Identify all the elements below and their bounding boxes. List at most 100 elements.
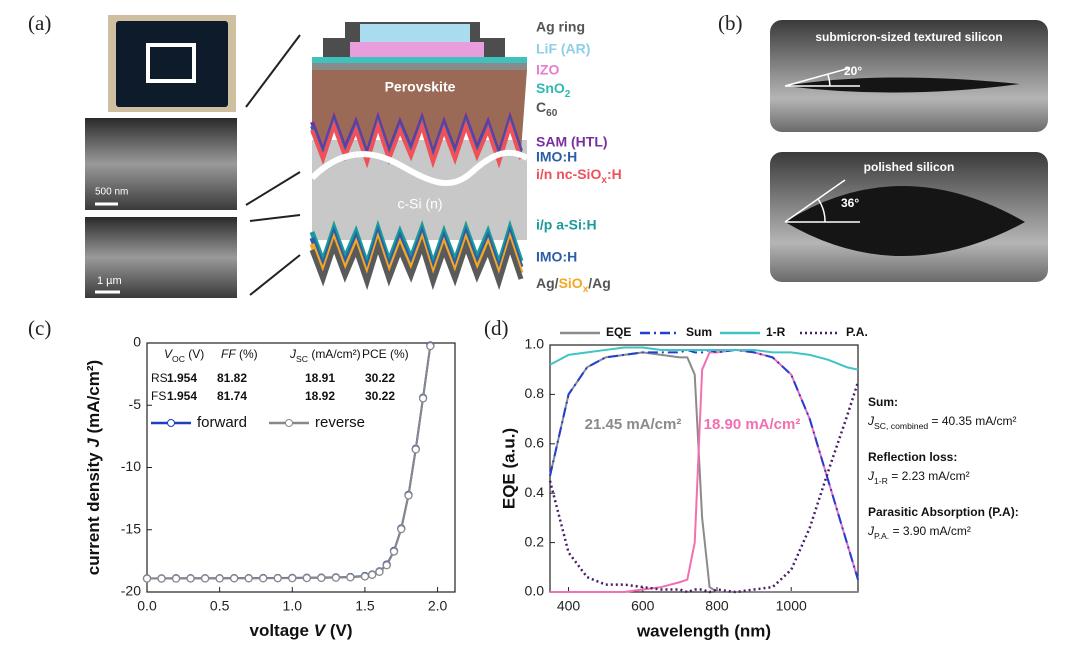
text-part: J [867,524,875,538]
layer-label: IMO:H [536,249,577,265]
table-cell: 1.954 [167,389,197,403]
note-heading: Parasitic Absorption (P.A): [868,505,1019,519]
contact-angle: 20° [844,64,862,78]
data-point [157,574,166,583]
data-point [244,574,253,583]
text-part: J [289,347,297,361]
text-part: (V) [325,621,352,640]
legend-label: reverse [315,414,365,431]
text-part: J [84,438,103,448]
y-axis-label: current density J (mA/cm²) [84,360,103,575]
text-part: SC, combined [874,421,928,431]
layer-label: IZO [536,62,559,78]
data-point [186,574,195,583]
text-part: 1-R [874,476,888,486]
angle-lines [784,179,860,223]
y-tick-label: 1.0 [525,336,545,352]
text-part: FF [221,347,236,361]
x-axis-label: wavelength (nm) [636,621,771,640]
series-line [549,351,858,593]
legend-label: EQE [606,325,631,339]
legend-marker [285,419,293,427]
data-point [368,570,377,579]
x-tick-label: 1.5 [355,598,375,614]
x-tick-label: 0.0 [137,598,157,614]
sno2-layer [312,57,527,63]
text-part: C [536,99,546,115]
text-part: P.A. [874,531,889,541]
sem-image [85,118,237,210]
legend-label: forward [197,414,247,431]
droplet [785,77,1020,93]
text-part: J [867,469,875,483]
text-part: V [314,621,327,640]
panel-label: (c) [28,316,51,340]
y-tick-label: 0.4 [525,484,545,500]
data-point [404,491,413,500]
textured-interfaces [309,70,529,291]
layer-label: Ag/SiOx/Ag [536,275,611,295]
data-point [259,574,268,583]
y-tick-label: -5 [129,396,142,412]
image-title: polished silicon [864,160,955,174]
contact-angle: 36° [841,196,859,210]
droplet [785,186,1025,256]
text-part: V [164,347,173,361]
angle-lines [784,67,860,87]
data-point [302,573,311,583]
layer-label: i/p a-Si:H [536,217,597,233]
y-tick-label: -10 [121,458,141,474]
y-tick-label: 0.6 [525,435,545,451]
panel-label: (b) [718,11,743,35]
table-cell: 30.22 [365,389,395,403]
data-point [230,574,239,583]
note-body: JSC, combined = 40.35 mA/cm² [867,414,1017,431]
table-cell: 30.22 [365,371,395,385]
data-point [426,341,435,351]
text-part: x [583,284,589,295]
legend-marker [167,419,175,427]
y-tick-label: 0 [133,334,141,350]
legend-label: 1-R [766,325,786,339]
y-tick-label: -20 [121,583,141,599]
table-cell: 1.954 [167,371,197,385]
text-part: Ag/ [536,275,559,291]
series-line [550,348,859,593]
data-point [418,394,428,403]
text-part: x [601,175,607,186]
panel-label: (a) [28,11,51,35]
layer-label: SnO2 [536,80,571,100]
x-tick-label: 400 [557,598,581,614]
layer-label: IMO:H [536,149,577,165]
x-tick-label: 2.0 [428,598,448,614]
cell-photo [116,21,228,107]
table-row-label: RS [151,371,168,385]
text-part: (V) [185,347,204,361]
data-point [346,573,355,582]
panel-label: (d) [484,316,509,340]
layer-label: C60 [536,99,558,119]
table-header: JSC (mA/cm²) [289,347,361,364]
table-header: PCE (%) [362,347,409,361]
izo-layer [350,42,484,57]
text-part: voltage [250,621,314,640]
rear-layer [309,237,524,291]
c60-layer [312,63,527,70]
text-part: J [867,414,875,428]
text-part: 2 [565,89,571,100]
x-tick-label: 0.5 [210,598,230,614]
data-point [317,573,326,583]
data-point [273,574,282,583]
x-tick-label: 1.0 [283,598,303,614]
series-line [548,381,860,594]
x-tick-label: 1000 [776,598,807,614]
text-part: current density [84,448,103,576]
text-part: :H [607,166,622,182]
data-point [360,572,370,581]
text-part: = 3.90 mA/cm² [889,524,971,538]
y-tick-label: 0.0 [525,583,545,599]
text-part: OC [172,354,185,364]
x-axis-label: voltage V (V) [250,621,353,640]
text-part: SiO [559,275,583,291]
